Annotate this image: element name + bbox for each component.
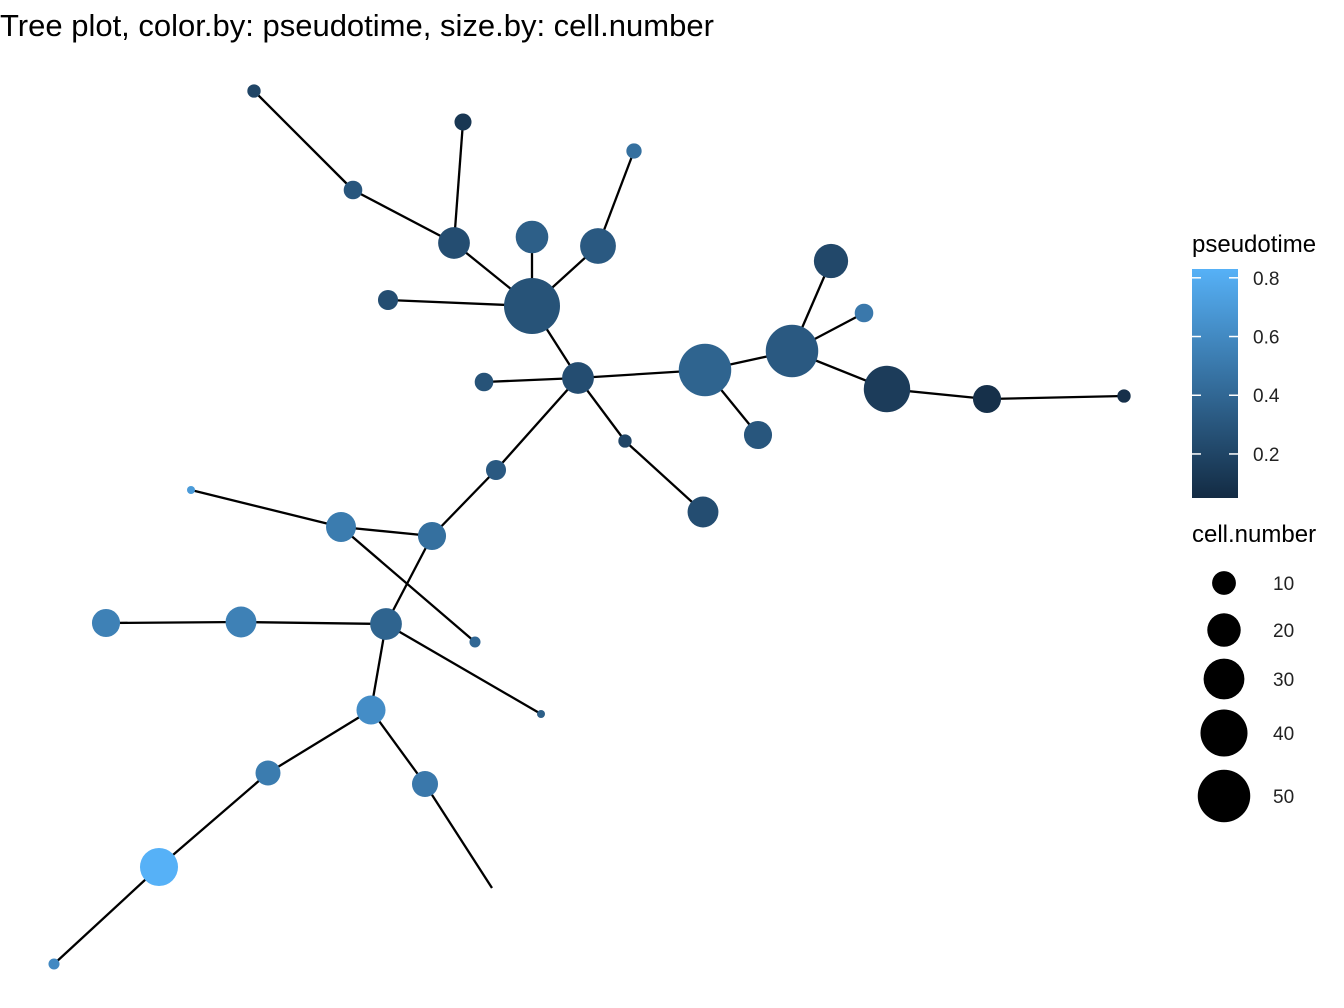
tree-edge bbox=[190, 488, 342, 529]
legend-size-keys: 10 20 30 40 50 bbox=[1197, 571, 1294, 823]
tree-node bbox=[687, 496, 719, 528]
tree-node bbox=[139, 847, 179, 887]
tree-edge bbox=[352, 188, 455, 245]
tree-node bbox=[343, 180, 363, 200]
legend-size-key bbox=[1212, 571, 1236, 595]
tree-edge bbox=[385, 623, 542, 715]
legend-size-key bbox=[1197, 769, 1251, 823]
tree-node bbox=[326, 512, 356, 542]
tree-edge bbox=[53, 866, 160, 965]
tree-node bbox=[515, 220, 549, 254]
tree-node bbox=[863, 365, 911, 413]
tree-node bbox=[469, 636, 481, 648]
legend-size-label: 40 bbox=[1273, 724, 1294, 745]
tree-edge bbox=[105, 620, 242, 625]
legend-size-label: 30 bbox=[1273, 670, 1294, 691]
tree-edge bbox=[370, 709, 426, 785]
tree-node bbox=[743, 420, 773, 450]
tree-node bbox=[225, 606, 257, 638]
tree-node bbox=[972, 384, 1002, 414]
tree-node bbox=[537, 710, 545, 718]
tree-edge bbox=[452, 121, 465, 244]
tree-node bbox=[504, 278, 560, 334]
legend-pseudotime-title: pseudotime bbox=[1192, 231, 1316, 258]
legend-colorbar bbox=[1192, 269, 1238, 498]
edges-layer bbox=[53, 90, 1125, 965]
tree-node bbox=[247, 84, 261, 98]
tree-node bbox=[474, 372, 494, 392]
legend-colorbar-tick-label: 0.2 bbox=[1253, 445, 1279, 466]
legend-size-label: 20 bbox=[1273, 621, 1294, 642]
legend-cell-number: cell.number 10 20 30 40 50 bbox=[1192, 521, 1316, 823]
tree-edge bbox=[624, 440, 704, 513]
tree-node bbox=[562, 362, 594, 394]
legend-size-label: 50 bbox=[1273, 787, 1294, 808]
tree-edge bbox=[267, 709, 372, 774]
legend-colorbar-ticks: 0.2 0.4 0.6 0.8 bbox=[1192, 269, 1280, 466]
tree-edge bbox=[340, 525, 433, 538]
tree-edge bbox=[240, 620, 387, 626]
legend-pseudotime: pseudotime 0.2 0.4 0.6 0.8 bbox=[1192, 231, 1316, 498]
tree-node bbox=[454, 113, 472, 131]
legend-size-key bbox=[1200, 709, 1248, 757]
tree-node bbox=[187, 486, 195, 494]
tree-edge bbox=[986, 394, 1125, 401]
tree-node bbox=[411, 770, 439, 798]
tree-edge bbox=[253, 90, 354, 191]
tree-node bbox=[626, 143, 642, 159]
legend-colorbar-tick-label: 0.8 bbox=[1253, 269, 1279, 290]
tree-node bbox=[765, 324, 819, 378]
tree-node bbox=[813, 243, 849, 279]
tree-node bbox=[580, 228, 616, 264]
tree-node bbox=[618, 434, 632, 448]
tree-edge bbox=[495, 377, 579, 471]
legend-cell-number-title: cell.number bbox=[1192, 521, 1316, 548]
legend-size-key bbox=[1207, 613, 1241, 647]
tree-node bbox=[356, 695, 386, 725]
tree-node bbox=[370, 608, 402, 640]
legend-size-label: 10 bbox=[1273, 574, 1294, 595]
tree-node bbox=[48, 958, 60, 970]
tree-node bbox=[255, 760, 281, 786]
tree-node bbox=[854, 303, 874, 323]
tree-node bbox=[91, 608, 121, 638]
legend-colorbar-tick-label: 0.4 bbox=[1253, 386, 1280, 407]
tree-edge bbox=[431, 469, 497, 537]
legend-colorbar-tick-label: 0.6 bbox=[1253, 328, 1279, 349]
tree-edge bbox=[158, 772, 269, 868]
tree-node bbox=[485, 459, 507, 481]
tree-node bbox=[417, 521, 447, 551]
nodes-layer bbox=[48, 84, 1131, 970]
chart-title: Tree plot, color.by: pseudotime, size.by… bbox=[0, 8, 714, 43]
tree-node bbox=[377, 289, 399, 311]
tree-edge bbox=[384, 535, 434, 625]
tree-node bbox=[678, 343, 732, 397]
legend-size-key bbox=[1203, 658, 1245, 700]
tree-edge bbox=[340, 526, 476, 643]
tree-node bbox=[438, 227, 470, 259]
tree-node bbox=[1117, 389, 1131, 403]
tree-edge bbox=[424, 783, 493, 889]
